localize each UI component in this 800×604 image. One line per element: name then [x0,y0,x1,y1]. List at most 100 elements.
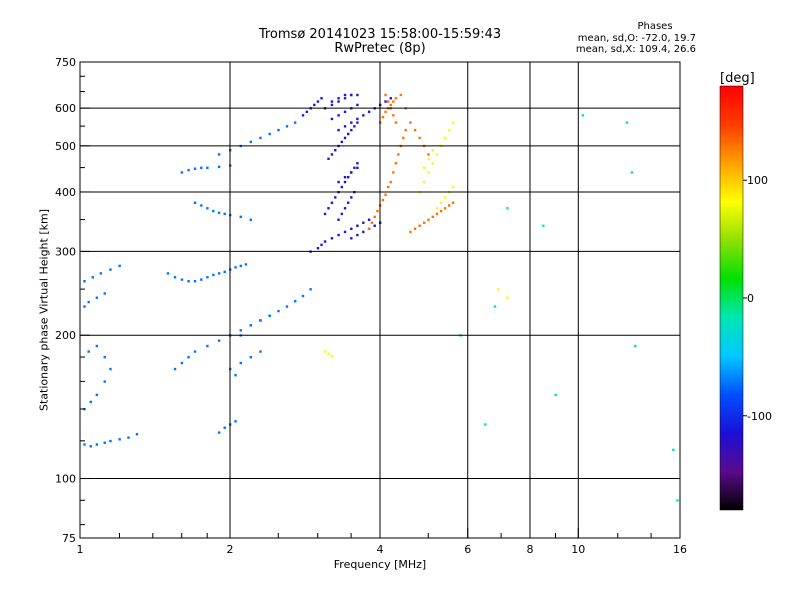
echo-point [330,354,334,358]
echo-point [447,128,451,132]
chart-title: Tromsø 20141023 15:58:00-15:59:43 [258,27,502,42]
echo-point [356,224,359,227]
echo-point [397,153,400,156]
echo-point [343,230,347,234]
y-axis-label: Stationary phase Virtual Height [km] [37,208,51,412]
echo-point [373,215,376,219]
echo-point [367,218,371,221]
echo-point [239,215,242,219]
echo-point [431,162,434,165]
colorbar-tick-label: -100 [747,410,772,423]
echo-point [394,121,398,124]
echo-point [337,128,340,132]
echo-point [350,227,353,231]
echo-point [370,221,374,224]
echo-point [356,233,359,237]
echo-point [217,211,221,214]
echo-point [381,198,385,202]
echo-point [409,230,412,234]
echo-point [337,180,340,184]
y-tick-label: 200 [55,329,76,342]
echo-point [305,110,309,114]
echo-point [239,264,242,268]
echo-point [399,93,403,97]
echo-point [313,103,316,107]
echo-point [249,356,253,359]
echo-point [362,114,365,117]
echo-point [343,110,347,114]
echo-point [103,441,106,444]
x-tick-label: 8 [527,543,534,556]
echo-point [109,439,112,443]
echo-point [451,201,455,204]
echo-point [249,218,253,221]
echo-point [320,97,323,100]
echo-point [301,114,305,117]
y-tick-label: 300 [55,245,76,258]
x-tick-label: 16 [673,543,687,556]
echo-point [554,393,557,397]
echo-point [484,423,487,426]
echo-point [435,207,439,210]
echo-point [89,400,92,404]
echo-point [212,209,215,213]
echo-point [187,280,190,283]
echo-point [285,305,289,308]
echo-point [506,207,509,210]
echo-point [330,100,334,103]
y-tick-label: 75 [62,532,76,545]
echo-point [350,93,353,97]
x-tick-label: 2 [227,543,234,556]
colorbar-label: [deg] [720,71,755,86]
echo-point [330,117,334,121]
echo-point [173,276,177,279]
echo-point [381,115,385,119]
echo-point [293,121,297,124]
echo-point [340,185,344,189]
echo-point [625,121,628,124]
echo-point [443,207,447,210]
echo-point [337,100,340,103]
colorbar-ticks: 100 0 -100 [743,174,772,423]
echo-point [200,278,203,281]
echo-point [542,224,545,227]
echo-point [95,443,99,446]
echo-point [193,201,197,204]
phases-o-mode: mean, sd,O: -72.0, 19.7 [577,33,696,44]
echo-point [316,247,320,250]
echo-point [239,361,242,365]
x-tick-label: 1 [77,543,84,556]
colorbar [719,85,744,511]
echo-point [435,153,439,156]
echo-point [193,280,197,283]
echo-point [384,193,387,196]
echo-point [630,171,634,174]
y-tick-label: 100 [55,473,76,486]
echo-point [323,212,327,216]
echo-point [187,168,190,172]
echo-point [356,93,359,97]
echo-point [109,268,112,271]
echo-point [346,201,350,204]
echo-point [340,140,344,144]
echo-point [249,324,253,327]
echo-point [206,166,209,169]
echo-point [389,97,392,100]
chart-subtitle: RwPretec (8p) [334,41,426,56]
echo-point [350,128,353,132]
echo-point [180,361,184,365]
x-axis-label: Frequency [MHz] [333,558,427,571]
echo-point [439,209,443,213]
echo-point [439,201,443,204]
echo-point [392,171,395,174]
echo-point [337,218,340,221]
echo-point [353,166,356,169]
echo-point [234,266,237,269]
y-tick-label: 400 [55,186,76,199]
echo-point [392,100,395,103]
echo-point [206,344,209,348]
echo-point [118,264,121,268]
echo-point [223,212,226,216]
x-tick-label: 4 [377,543,384,556]
